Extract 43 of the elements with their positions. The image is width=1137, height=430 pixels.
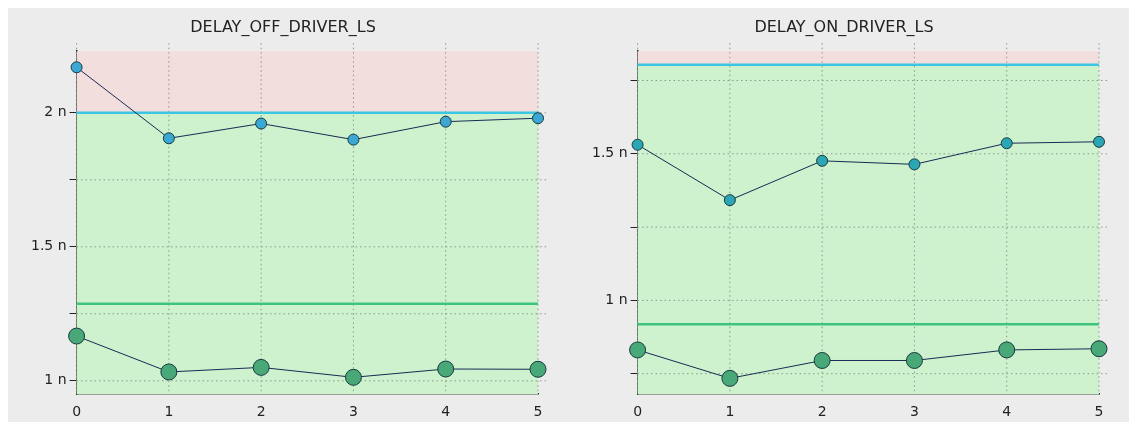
x-tick-label: 0 bbox=[72, 403, 82, 420]
point bbox=[160, 363, 178, 381]
point bbox=[532, 112, 544, 125]
x-tick-label: 3 bbox=[909, 403, 919, 420]
chart-title: DELAY_ON_DRIVER_LS bbox=[754, 16, 934, 37]
point bbox=[252, 358, 270, 376]
point bbox=[998, 341, 1016, 359]
point bbox=[439, 115, 452, 128]
point bbox=[1093, 135, 1105, 148]
point bbox=[631, 138, 644, 151]
point bbox=[255, 117, 268, 130]
x-tick-label: 4 bbox=[441, 403, 451, 420]
point bbox=[723, 194, 736, 207]
point bbox=[347, 133, 360, 146]
x-tick-label: 1 bbox=[164, 403, 174, 420]
point bbox=[816, 154, 829, 167]
y-tick-label: 1 n bbox=[605, 291, 628, 308]
point bbox=[1090, 340, 1108, 358]
x-tick-label: 5 bbox=[1094, 403, 1104, 420]
point bbox=[721, 369, 739, 387]
point bbox=[1000, 137, 1013, 150]
point bbox=[437, 360, 455, 378]
point bbox=[905, 351, 923, 369]
point bbox=[70, 61, 83, 74]
y-tick-label: 1.5 n bbox=[30, 237, 67, 254]
chart-title: DELAY_OFF_DRIVER_LS bbox=[190, 16, 376, 37]
x-tick-label: 1 bbox=[725, 403, 735, 420]
x-tick-label: 3 bbox=[348, 403, 358, 420]
x-tick-label: 2 bbox=[817, 403, 827, 420]
x-tick-label: 2 bbox=[256, 403, 266, 420]
point bbox=[529, 360, 547, 378]
point bbox=[813, 351, 831, 369]
y-tick-label: 2 n bbox=[44, 103, 67, 120]
point bbox=[629, 341, 647, 359]
x-tick-label: 0 bbox=[633, 403, 643, 420]
y-tick-label: 1.5 n bbox=[591, 144, 628, 161]
point bbox=[68, 327, 86, 345]
x-tick-label: 5 bbox=[533, 403, 543, 420]
x-tick-label: 4 bbox=[1002, 403, 1012, 420]
y-tick-label: 1 n bbox=[44, 371, 67, 388]
point bbox=[162, 132, 175, 145]
point bbox=[344, 368, 362, 386]
point bbox=[908, 158, 921, 171]
